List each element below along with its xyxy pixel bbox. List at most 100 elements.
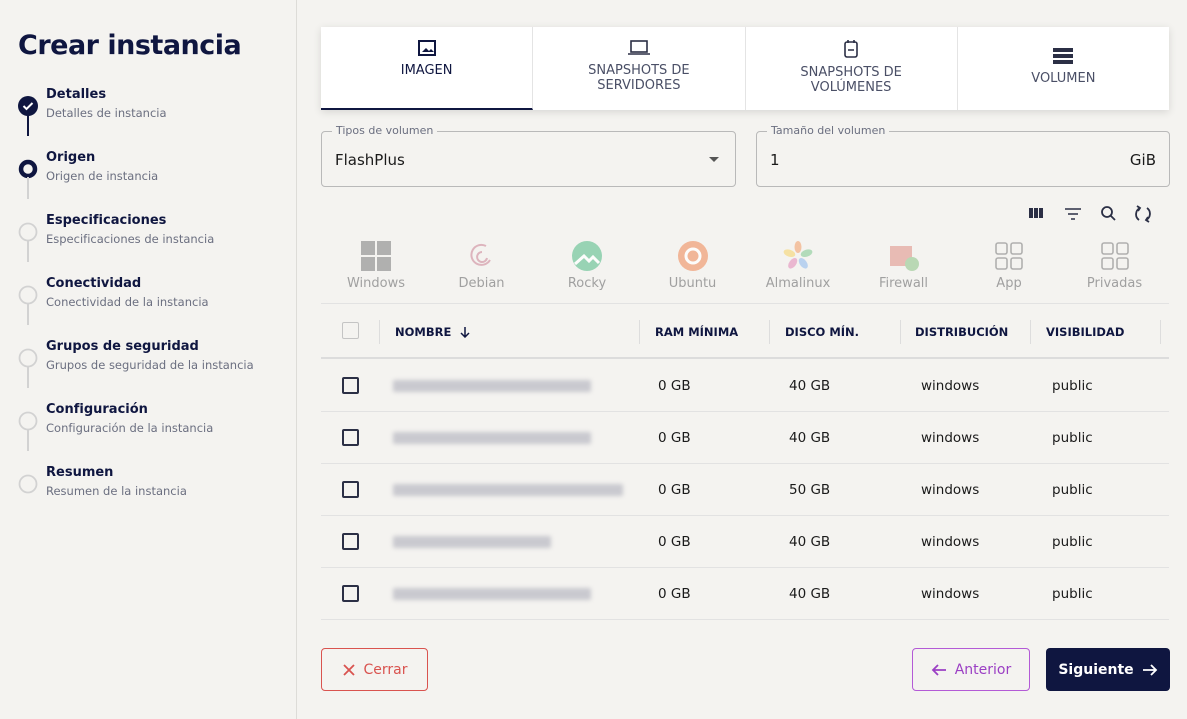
rocky-peak [574,253,601,266]
volume-size-input[interactable]: Tamaño del volumen 1 GiB [756,124,1170,187]
filter-button[interactable] [1065,208,1081,220]
os-filter[interactable]: Ubuntu [640,240,746,291]
columns-button[interactable] [1029,208,1043,218]
next-button[interactable]: Siguiente [1046,648,1170,691]
tab[interactable]: VOLUMEN [958,27,1169,110]
ubuntu-circle [677,241,708,271]
column-separator [769,320,770,344]
step[interactable]: Origen Origen de instancia [0,150,297,200]
step[interactable]: Resumen Resumen de la instancia [0,465,297,515]
table-cell: 40 GB [789,534,831,550]
tab-label: IMAGEN [400,63,453,78]
step-icon [18,348,38,368]
volume-type-select[interactable]: Tipos de volumen FlashPlus [321,124,736,187]
step[interactable]: Especificaciones Especificaciones de inst… [0,213,297,263]
step-connector [27,114,29,136]
row-checkbox[interactable] [342,481,359,498]
os-filter[interactable]: Windows [323,240,429,291]
os-filter[interactable]: App [956,240,1062,291]
step-subtitle: Configuración de la instancia [46,421,214,435]
tab-bar: IMAGEN SNAPSHOTS DE SERVIDORES SNAPSHOTS… [321,27,1169,110]
column-header[interactable]: VISIBILIDAD [1046,325,1125,339]
app-square [1115,242,1129,255]
previous-button[interactable]: Anterior [912,648,1030,691]
arrow-left-icon [931,663,946,676]
pending-circle [18,222,38,242]
column-separator [379,320,380,344]
row-checkbox[interactable] [342,377,359,394]
column-header[interactable]: RAM MÍNIMA [655,325,739,339]
os-icon [1100,242,1129,270]
tab-icon [417,40,436,56]
arrow-right-icon [1142,663,1157,676]
step-connector [27,429,29,451]
row-checkbox[interactable] [342,585,359,602]
table-cell: public [1052,586,1093,602]
os-filter[interactable]: Almalinux [745,240,851,291]
app-square [1010,257,1023,270]
step-title: Configuración [46,402,148,417]
step-subtitle: Conectividad de la instancia [46,295,209,309]
select-all-checkbox[interactable] [342,322,359,339]
row-checkbox[interactable] [342,429,359,446]
os-label: Ubuntu [668,276,717,291]
step[interactable]: Grupos de seguridad Grupos de seguridad d… [0,339,297,389]
os-filter[interactable]: Firewall [851,240,957,291]
tab-label: SNAPSHOTS DE VOLÚMENES [800,65,902,95]
os-filter[interactable]: Privadas [1062,240,1168,291]
step-title: Detalles [46,87,107,102]
step-connector [27,366,29,388]
pending-circle [18,411,38,431]
table-cell: 50 GB [789,482,831,498]
step[interactable]: Configuración Configuración de la instanc… [0,402,297,452]
row-checkbox[interactable] [342,533,359,550]
os-filter[interactable]: Debian [429,240,535,291]
dropdown-arrow [709,157,719,162]
tab-label: VOLUMEN [1031,71,1096,86]
os-filter[interactable]: Rocky [534,240,640,291]
page-title: Crear instancia [18,30,242,61]
done-circle [18,96,38,116]
win-pane [361,257,375,271]
step-connector [27,240,29,262]
step[interactable]: Conectividad Conectividad de la instancia [0,276,297,326]
table-cell: windows [921,534,980,550]
close-button[interactable]: Cerrar [321,648,428,691]
tab-label: SNAPSHOTS DE SERVIDORES [588,63,690,93]
tab[interactable]: IMAGEN [321,27,534,110]
table-row: 0 GB 50 GB windows public [321,464,1169,516]
win-pane [361,241,375,255]
step-title: Grupos de seguridad [46,339,199,354]
app-square [995,242,1008,255]
tab[interactable]: SNAPSHOTS DE SERVIDORES [533,27,746,110]
table-cell: 0 GB [658,430,691,446]
close-icon [342,663,355,676]
field-label: Tipos de volumen [332,124,438,137]
table-cell: 0 GB [658,534,691,550]
os-label: Almalinux [765,276,831,291]
table-cell: windows [921,378,980,394]
sort-icon [460,327,470,339]
table-cell: 40 GB [789,430,831,446]
pending-circle [18,348,38,368]
redacted-name [393,484,623,496]
table-cell: public [1052,482,1093,498]
os-icon [572,241,602,271]
firewall-badge [904,257,919,271]
column-separator [1160,320,1161,344]
os-icon [361,241,391,271]
app-square [1100,257,1114,270]
column-header[interactable]: DISCO MÍN. [785,325,860,339]
refresh-button[interactable] [1135,205,1151,223]
search-button[interactable] [1101,206,1116,221]
alma-petal [788,258,798,269]
os-label: Debian [458,276,505,291]
column-header[interactable]: NOMBRE [395,325,471,339]
step-connector [27,177,29,199]
step[interactable]: Detalles Detalles de instancia [0,87,297,137]
tab[interactable]: SNAPSHOTS DE VOLÚMENES [746,27,958,110]
column-header[interactable]: DISTRIBUCIÓN [915,325,1009,339]
table-cell: 40 GB [789,586,831,602]
field-value: FlashPlus [335,151,405,169]
